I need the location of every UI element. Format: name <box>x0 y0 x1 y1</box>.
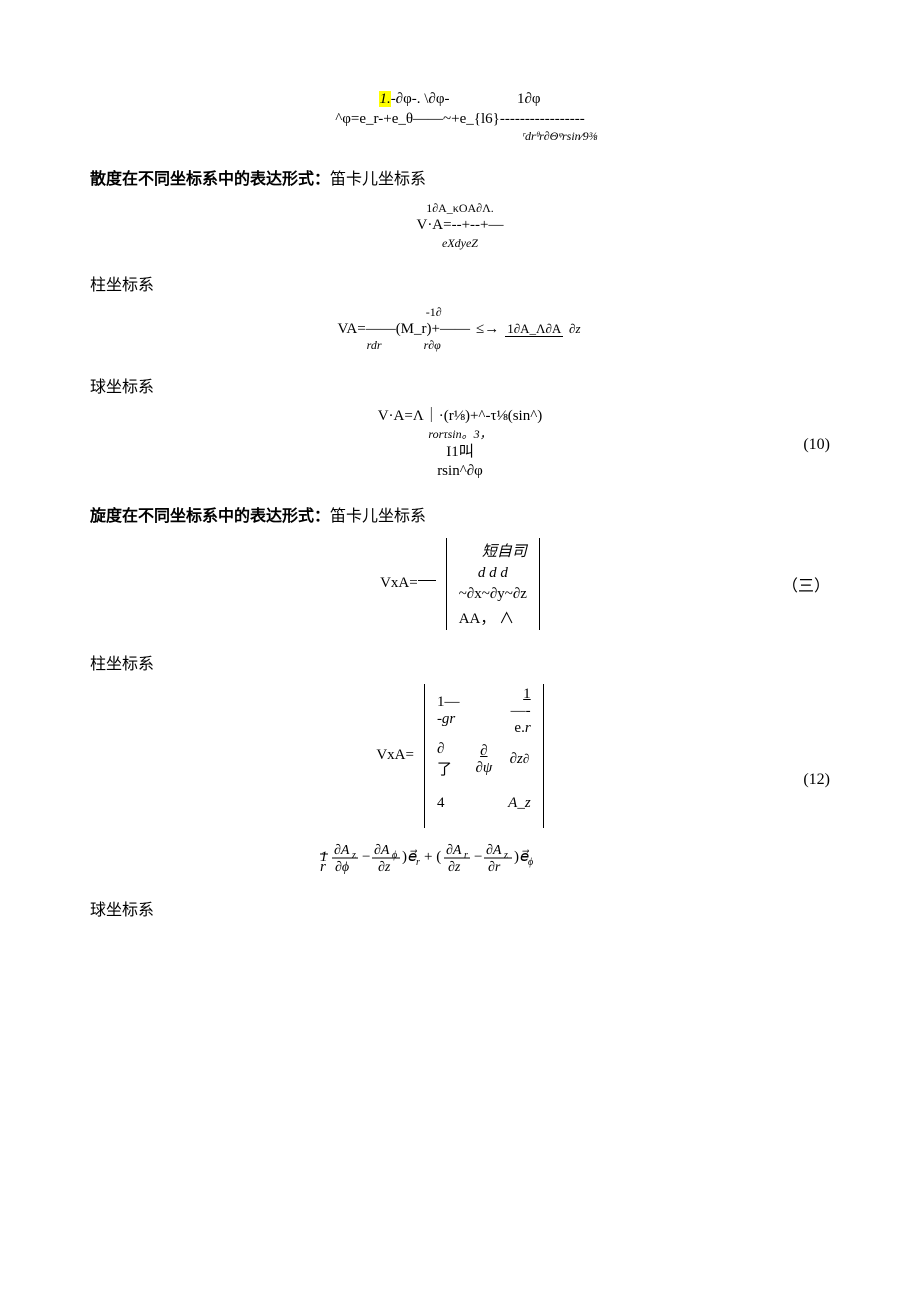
eq12-tail: 1 r ∂A z ∂ϕ − ∂A ϕ ∂z ) e⃗ r + ( ∂A r <box>90 836 830 876</box>
svg-text:z: z <box>503 850 508 861</box>
eq10-line1: V·A=Λ｜·(r⅛)+^-τ⅛(sin^) <box>90 407 830 427</box>
eq10-line2: rorτsin。3， <box>90 427 830 443</box>
sub-cylindrical-1: 柱坐标系 <box>90 271 830 295</box>
svg-text:∂ϕ: ∂ϕ <box>335 860 349 875</box>
svg-text:∂A: ∂A <box>446 843 462 858</box>
eq7-line1-rest: -∂φ-. \∂φ- <box>391 91 450 107</box>
eq11-determinant: 短自司 d d d ~∂x~∂y~∂z AA， ∧ <box>446 538 540 630</box>
eq12-prefix: VxA= <box>376 747 414 764</box>
svg-text:+ (: + ( <box>424 849 441 865</box>
equation-8: 1∂A_κOA∂Λ. V·A=--+--+— eXdyeZ <box>90 201 830 252</box>
eq8-line3: eXdyeZ <box>90 236 830 252</box>
svg-text:−: − <box>474 849 482 865</box>
eq9-prefix: VA= <box>337 321 365 337</box>
svg-text:r: r <box>320 859 326 875</box>
eq11-prefix: VxA= <box>380 575 436 592</box>
svg-text:): ) <box>402 849 407 865</box>
svg-text:∂A: ∂A <box>334 843 350 858</box>
svg-text:ϕ: ϕ <box>392 850 397 861</box>
svg-text:∂r: ∂r <box>488 860 501 875</box>
sub-spherical-2: 球坐标系 <box>90 896 830 920</box>
heading-div-bold: 散度在不同坐标系中的表达形式： <box>90 171 330 188</box>
eq12-number: (12) <box>803 771 830 789</box>
sub-cylindrical-2: 柱坐标系 <box>90 650 830 674</box>
eq9-frac: 1∂A_Λ∂A ∂z <box>505 321 582 338</box>
vector-equation-icon: 1 r ∂A z ∂ϕ − ∂A ϕ ∂z ) e⃗ r + ( ∂A r <box>320 836 600 876</box>
eq7-line2-sub: ʳdrᶿr∂Θᵠrsin⁄9⅜ <box>90 129 830 145</box>
equation-10: V·A=Λ｜·(r⅛)+^-τ⅛(sin^) rorτsin。3， I1叫 rs… <box>90 407 830 481</box>
eq7-line1: 1.-∂φ-. \∂φ- 1∂φ <box>90 90 830 110</box>
sub-spherical-1: 球坐标系 <box>90 373 830 397</box>
svg-text:∂A: ∂A <box>374 843 390 858</box>
svg-text:∂z: ∂z <box>378 860 391 875</box>
eq8-line1: 1∂A_κOA∂Λ. <box>90 201 830 217</box>
heading-div-rest: 笛卡儿坐标系 <box>330 171 426 188</box>
svg-text:): ) <box>514 849 519 865</box>
equation-12: VxA= 1—-gr 1—-e.r ∂了 ∂∂ψ ∂z∂ 4 <box>90 684 830 876</box>
equation-7: 1.-∂φ-. \∂φ- 1∂φ ^φ=e_r-+e_θ——~+e_{l6}--… <box>90 90 830 145</box>
svg-text:ϕ: ϕ <box>528 857 533 868</box>
eq8-line2: V·A=--+--+— <box>90 216 830 236</box>
eq7-highlight: 1. <box>379 91 390 107</box>
heading-curl-rest: 笛卡儿坐标系 <box>330 508 426 525</box>
equation-9: -1∂ VA=——(M_r)+—— rdr r∂φ ≤→ 1∂A_Λ∂A ∂z <box>90 305 830 353</box>
eq10-line3: I1叫 <box>90 443 830 463</box>
eq10-line4: rsin^∂φ <box>90 462 830 482</box>
heading-divergence: 散度在不同坐标系中的表达形式：笛卡儿坐标系 <box>90 165 830 189</box>
equation-11: VxA= 短自司 d d d ~∂x~∂y~∂z AA， ∧ （三） <box>90 538 830 630</box>
eq9-row: -1∂ VA=——(M_r)+—— rdr r∂φ ≤→ 1∂A_Λ∂A ∂z <box>90 305 830 353</box>
eq11-number: （三） <box>782 572 830 596</box>
eq7-line1-right: 1∂φ <box>517 91 541 107</box>
eq9-part3: ≤→ <box>476 321 499 338</box>
svg-text:∂z: ∂z <box>448 860 461 875</box>
eq12-determinant: 1—-gr 1—-e.r ∂了 ∂∂ψ ∂z∂ 4 A_z <box>424 684 544 828</box>
svg-text:z: z <box>351 850 356 861</box>
svg-text:r: r <box>416 857 420 868</box>
eq7-line2: ^φ=e_r-+e_θ——~+e_{l6}----------------- <box>90 110 830 130</box>
document-page: 1.-∂φ-. \∂φ- 1∂φ ^φ=e_r-+e_θ——~+e_{l6}--… <box>0 0 920 1010</box>
svg-text:−: − <box>362 849 370 865</box>
heading-curl: 旋度在不同坐标系中的表达形式：笛卡儿坐标系 <box>90 502 830 526</box>
svg-text:r: r <box>464 850 468 861</box>
svg-text:∂A: ∂A <box>486 843 502 858</box>
heading-curl-bold: 旋度在不同坐标系中的表达形式： <box>90 508 330 525</box>
eq10-number: (10) <box>803 436 830 454</box>
